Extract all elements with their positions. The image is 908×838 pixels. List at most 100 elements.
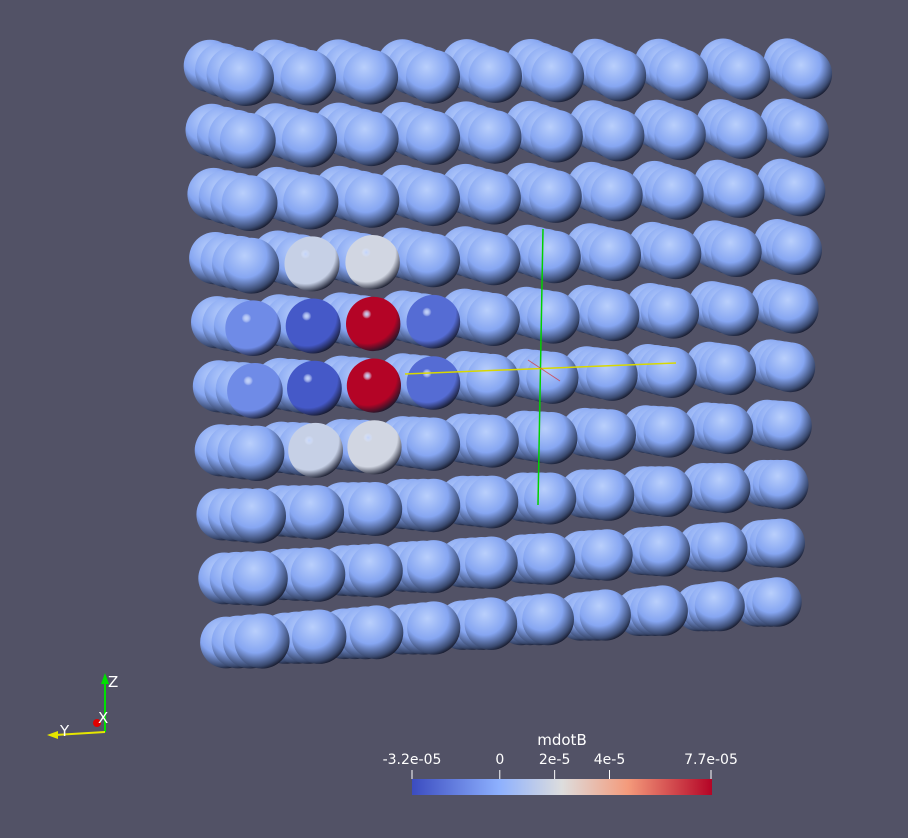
sphere bbox=[703, 403, 754, 455]
sphere bbox=[223, 237, 280, 294]
sphere bbox=[406, 172, 460, 227]
sphere bbox=[654, 108, 706, 161]
sphere bbox=[292, 609, 347, 664]
sphere bbox=[581, 529, 633, 581]
sphere bbox=[465, 536, 518, 590]
y-axis-arrowhead bbox=[47, 731, 58, 739]
sphere bbox=[343, 49, 399, 105]
sphere bbox=[529, 170, 582, 223]
sphere bbox=[523, 532, 576, 585]
sphere bbox=[221, 175, 278, 232]
sphere bbox=[775, 166, 826, 217]
sphere bbox=[407, 601, 461, 655]
sphere bbox=[593, 49, 647, 102]
sphere bbox=[694, 581, 745, 632]
sphere bbox=[705, 344, 756, 396]
sphere bbox=[290, 547, 346, 602]
sphere bbox=[344, 111, 399, 167]
sphere bbox=[778, 107, 829, 158]
sphere bbox=[716, 108, 768, 159]
sphere bbox=[289, 485, 345, 540]
sphere bbox=[522, 593, 574, 646]
sphere bbox=[344, 173, 400, 228]
sphere bbox=[468, 49, 522, 103]
sphere-highlighted bbox=[287, 360, 342, 416]
sphere-highlighted bbox=[406, 294, 461, 349]
sphere bbox=[349, 605, 404, 660]
sphere bbox=[647, 287, 700, 339]
sphere bbox=[406, 233, 461, 288]
sphere bbox=[758, 459, 809, 510]
sphere bbox=[592, 109, 645, 162]
sphere bbox=[755, 518, 805, 568]
sphere bbox=[466, 414, 519, 468]
sphere bbox=[467, 232, 521, 286]
sphere bbox=[234, 613, 290, 669]
sphere bbox=[656, 49, 709, 101]
sphere bbox=[348, 482, 403, 536]
sphere-highlighted bbox=[346, 296, 401, 352]
sphere bbox=[348, 543, 403, 598]
sphere-highlighted bbox=[284, 236, 340, 292]
particle-spheres bbox=[183, 38, 833, 669]
sphere bbox=[752, 577, 802, 627]
sphere bbox=[467, 171, 521, 225]
sphere bbox=[406, 110, 461, 165]
sphere bbox=[406, 478, 461, 533]
colorbar-title: mdotB bbox=[537, 731, 586, 749]
sphere-highlighted bbox=[347, 420, 402, 475]
sphere bbox=[582, 469, 635, 521]
center-axis-depth bbox=[527, 359, 561, 382]
colorbar-gradient bbox=[412, 779, 712, 795]
colorbar-tick-label-0: 0 bbox=[495, 752, 504, 768]
sphere bbox=[528, 230, 581, 284]
colorbar-min-label: -3.2e-05 bbox=[383, 752, 442, 768]
sphere-highlighted bbox=[285, 298, 341, 354]
y-axis-label: Y bbox=[59, 722, 70, 740]
sphere bbox=[526, 351, 579, 404]
colorbar-tick-label-1: 2e-5 bbox=[539, 752, 570, 768]
sphere bbox=[466, 353, 520, 407]
sphere bbox=[468, 110, 522, 164]
y-axis-line bbox=[54, 731, 106, 736]
sphere bbox=[527, 291, 580, 344]
sphere bbox=[283, 174, 339, 230]
sphere bbox=[590, 169, 643, 222]
colorbar-tick-label-2: 4e-5 bbox=[594, 752, 625, 768]
sphere bbox=[280, 49, 336, 106]
sphere bbox=[406, 49, 460, 104]
center-axes bbox=[404, 228, 677, 506]
sphere bbox=[765, 342, 816, 393]
colorbar-max-label: 7.7e-05 bbox=[684, 752, 738, 768]
sphere bbox=[525, 412, 578, 465]
sphere bbox=[465, 475, 519, 529]
sphere-highlighted bbox=[406, 356, 461, 410]
sphere bbox=[650, 227, 702, 280]
x-axis-point bbox=[93, 719, 101, 727]
sphere-highlighted bbox=[345, 235, 400, 290]
x-axis-label: X bbox=[98, 709, 108, 727]
sphere bbox=[407, 540, 461, 594]
sphere-highlighted bbox=[227, 363, 283, 419]
sphere-highlighted bbox=[346, 358, 401, 413]
sphere bbox=[587, 289, 640, 342]
sphere bbox=[711, 226, 762, 277]
sphere bbox=[700, 463, 751, 514]
z-axis-arrowhead bbox=[101, 673, 109, 684]
sphere-highlighted bbox=[288, 422, 343, 478]
sphere bbox=[406, 417, 461, 471]
sphere-highlighted bbox=[225, 300, 281, 357]
sphere bbox=[464, 597, 518, 650]
sphere bbox=[218, 50, 274, 106]
sphere bbox=[589, 229, 641, 282]
sphere bbox=[281, 112, 338, 168]
sphere bbox=[637, 585, 688, 636]
sphere bbox=[652, 168, 704, 220]
sphere bbox=[772, 225, 822, 275]
sphere bbox=[524, 472, 577, 525]
sphere bbox=[232, 550, 288, 607]
sphere bbox=[713, 167, 765, 218]
sphere bbox=[530, 109, 583, 163]
sphere bbox=[719, 49, 771, 100]
